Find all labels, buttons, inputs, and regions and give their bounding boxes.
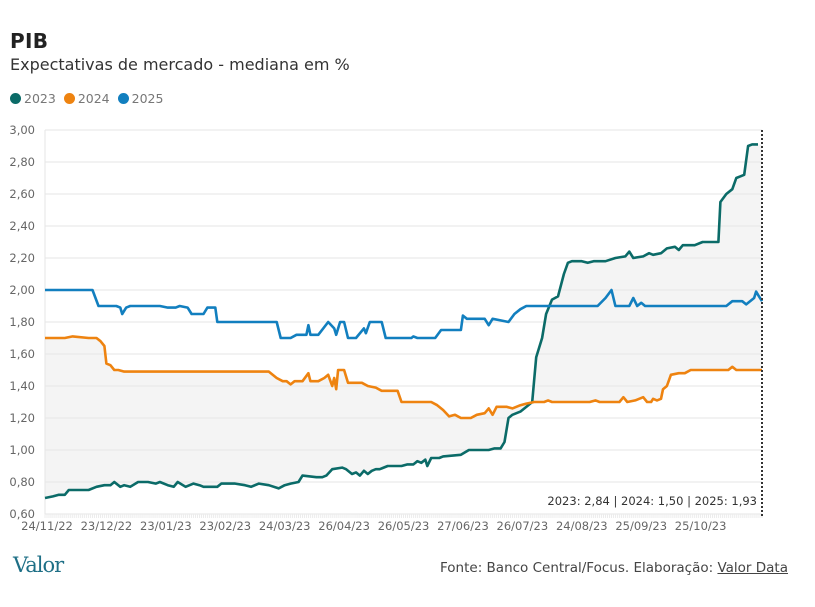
x-tick-label: 26/05/23 (378, 519, 430, 533)
y-tick-label: 1,20 (9, 411, 35, 425)
y-tick-label: 2,60 (9, 187, 35, 201)
legend-dot-icon (10, 93, 21, 104)
x-tick-label: 27/06/23 (437, 519, 489, 533)
x-tick-label: 26/07/23 (497, 519, 549, 533)
legend: 2023 2024 2025 (10, 91, 163, 106)
x-tick-label: 23/12/22 (81, 519, 133, 533)
x-tick-label: 24/08/23 (556, 519, 608, 533)
source-prefix: Fonte: Banco Central/Focus. Elaboração: (440, 560, 718, 576)
range-band-area (45, 144, 762, 498)
legend-dot-icon (63, 93, 75, 104)
legend-label: 2025 (131, 91, 164, 106)
series-line-2024[interactable] (45, 335, 762, 420)
y-tick-label: 1,80 (9, 315, 35, 329)
logo-text: Valor (13, 553, 64, 577)
range-band (45, 144, 762, 498)
y-tick-label: 2,40 (9, 219, 35, 233)
y-tick-label: 1,40 (9, 379, 35, 393)
y-tick-label: 1,00 (9, 443, 35, 457)
x-tick-label: 24/11/22 (21, 519, 73, 533)
legend-label: 2023 (24, 91, 56, 106)
x-tick-label: 23/02/23 (199, 519, 251, 533)
x-axis: 24/11/22 23/12/22 23/01/23 23/02/23 24/03/23… (21, 514, 763, 533)
valor-data-link[interactable]: Valor Data (717, 560, 788, 576)
series-lines (44, 143, 764, 500)
valor-logo: Valor (13, 553, 64, 577)
legend-item-2024[interactable]: 2024 (63, 91, 110, 106)
y-tick-label: 2,20 (9, 251, 35, 265)
latest-values-annotation: 2023: 2,84 | 2024: 1,50 | 2025: 1,93 (547, 494, 757, 508)
legend-dot-icon (117, 93, 129, 104)
y-tick-label: 0,60 (9, 507, 35, 521)
line-chart[interactable]: 0,60 0,80 1,00 1,20 1,40 1,60 1,80 2,00 2,20 2,40… (0, 0, 815, 545)
legend-item-2023[interactable]: 2023 (10, 91, 56, 106)
x-tick-label: 25/10/23 (675, 519, 727, 533)
legend-item-2025[interactable]: 2025 (117, 91, 164, 106)
x-tick-label: 26/04/23 (318, 519, 370, 533)
x-tick-label: 25/09/23 (615, 519, 667, 533)
series-line-2023[interactable] (44, 143, 758, 500)
y-tick-label: 2,80 (9, 155, 35, 169)
y-tick-label: 0,80 (9, 475, 35, 489)
y-tick-label: 3,00 (9, 123, 35, 137)
legend-label: 2024 (77, 91, 110, 106)
y-tick-label: 1,60 (9, 347, 35, 361)
y-axis: 0,60 0,80 1,00 1,20 1,40 1,60 1,80 2,00 2,20 2,40… (9, 123, 35, 521)
y-tick-label: 2,00 (9, 283, 35, 297)
chart-subtitle: Expectativas de mercado - mediana em % (10, 55, 350, 74)
x-tick-label: 23/01/23 (140, 519, 192, 533)
x-tick-label: 24/03/23 (259, 519, 311, 533)
series-line-2025[interactable] (45, 288, 764, 340)
source-note: Fonte: Banco Central/Focus. Elaboração: … (440, 560, 788, 576)
chart-title: PIB (10, 29, 49, 53)
